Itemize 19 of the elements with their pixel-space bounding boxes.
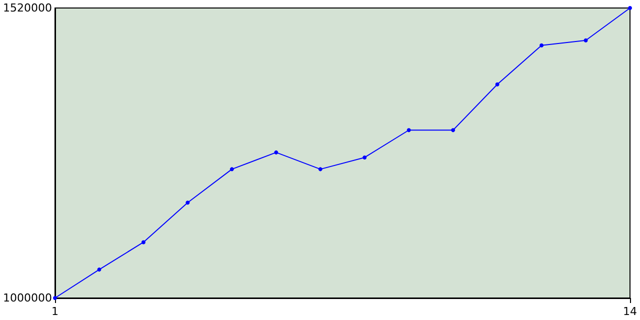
point bbox=[406, 128, 411, 132]
x-tick-label: 14 bbox=[623, 305, 637, 318]
point bbox=[362, 155, 367, 160]
point bbox=[495, 82, 500, 86]
point bbox=[628, 6, 632, 10]
point bbox=[186, 200, 190, 205]
line-series bbox=[52, 6, 632, 300]
point bbox=[451, 128, 456, 132]
y-tick-label: 1000000 bbox=[2, 292, 52, 304]
x-tick-label: 1 bbox=[51, 305, 58, 318]
point bbox=[97, 268, 102, 272]
point bbox=[584, 38, 588, 42]
y-tick-label: 1520000 bbox=[2, 2, 52, 14]
point bbox=[52, 296, 57, 300]
point bbox=[141, 240, 146, 244]
point bbox=[230, 167, 234, 172]
point bbox=[318, 167, 322, 172]
point bbox=[274, 150, 278, 154]
point bbox=[540, 43, 544, 48]
